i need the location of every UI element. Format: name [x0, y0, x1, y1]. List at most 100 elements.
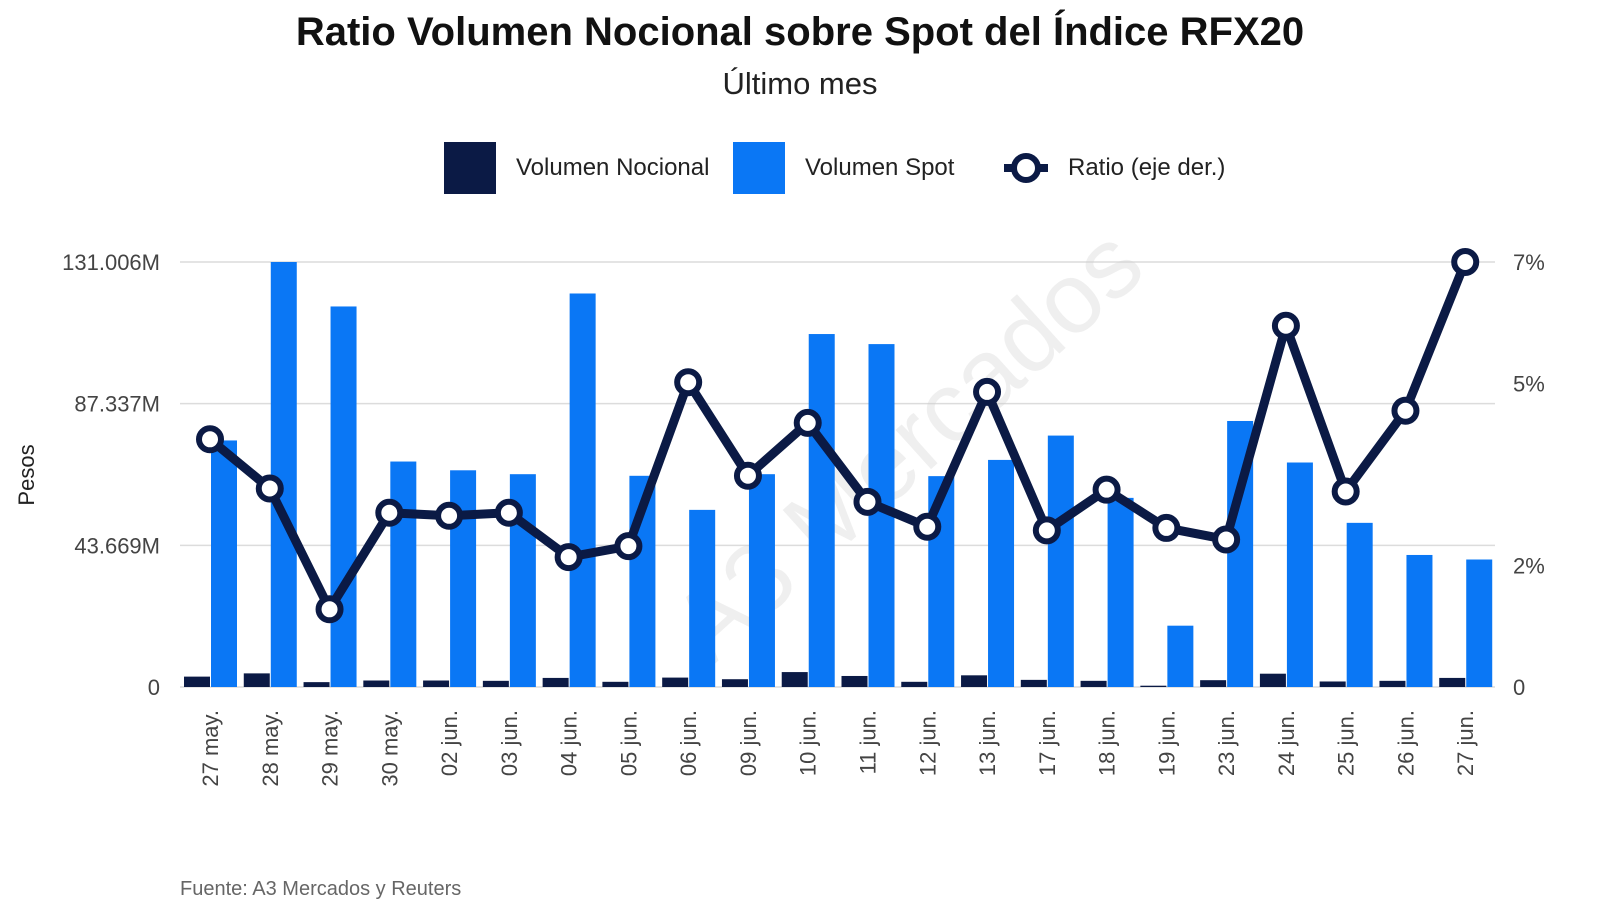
bar-volumen-nocional	[662, 677, 689, 687]
ratio-point	[494, 498, 523, 527]
bar-volumen-nocional	[1080, 680, 1107, 687]
x-tick-label: 23 jun.	[1214, 710, 1239, 776]
ratio-point	[1331, 477, 1360, 506]
bar-volumen-spot	[1466, 559, 1493, 687]
chart-subtitle: Último mes	[722, 66, 878, 101]
ratio-line	[196, 248, 1480, 624]
x-tick-label: 09 jun.	[736, 710, 761, 776]
ratio-point	[1032, 516, 1061, 545]
bar-volumen-nocional	[1200, 680, 1227, 687]
ratio-point	[1212, 525, 1241, 554]
bar-volumen-nocional	[781, 672, 808, 687]
bar-volumen-nocional	[1020, 679, 1047, 687]
x-tick-label: 11 jun.	[856, 710, 881, 774]
bar-volumen-spot	[689, 509, 716, 687]
ratio-point	[435, 501, 464, 530]
legend-item-ratio: Ratio (eje der.)	[1004, 142, 1225, 194]
x-tick-label: 10 jun.	[796, 710, 821, 776]
bar-volumen-spot	[1167, 625, 1194, 687]
bar-volumen-spot	[808, 334, 835, 687]
axes: 0 43.669M 87.337M 131.006M 0 2% 5% 7% 27 may. 28 …	[62, 250, 1545, 787]
chart-title: Ratio Volumen Nocional sobre Spot del Ín…	[295, 10, 1305, 54]
ratio-point	[1391, 396, 1420, 425]
bar-volumen-nocional	[243, 673, 270, 687]
bar-volumen-spot	[988, 459, 1015, 687]
legend-item-volumen-spot: Volumen Spot	[733, 142, 954, 194]
x-tick-label: 24 jun.	[1274, 710, 1299, 776]
y-left-tick-label: 0	[148, 675, 160, 700]
y-right-tick-label: 2%	[1513, 554, 1545, 579]
y-right-tick-label: 5%	[1513, 371, 1545, 396]
ratio-point	[196, 425, 224, 454]
y-right-tick-label: 0	[1513, 675, 1525, 700]
ratio-point	[375, 498, 404, 527]
x-tick-label: 30 may.	[377, 710, 402, 787]
y-left-tick-label: 43.669M	[74, 533, 160, 558]
bar-volumen-nocional	[961, 675, 988, 687]
bar-volumen-nocional	[721, 679, 748, 687]
x-tick-label: 26 jun.	[1393, 710, 1418, 776]
bar-volumen-nocional	[184, 676, 210, 687]
bar-volumen-spot	[1406, 554, 1433, 687]
bar-volumen-spot	[1346, 522, 1373, 687]
ratio-point	[1451, 248, 1480, 276]
x-tick-label: 29 may.	[318, 710, 343, 787]
ratio-point	[674, 368, 703, 397]
y-right-tick-label: 7%	[1513, 250, 1545, 275]
chart-source: Fuente: A3 Mercados y Reuters	[180, 878, 462, 900]
legend-swatch-spot	[733, 142, 785, 194]
ratio-point	[973, 377, 1002, 406]
bar-volumen-nocional	[363, 680, 390, 687]
bar-volumen-spot	[211, 440, 237, 687]
x-tick-label: 19 jun.	[1154, 710, 1179, 776]
legend-swatch-ratio	[1004, 153, 1048, 183]
x-tick-label: 04 jun.	[557, 710, 582, 776]
bar-volumen-nocional	[1140, 685, 1167, 687]
bar-volumen-nocional	[542, 677, 569, 687]
legend-item-volumen-nocional: Volumen Nocional	[444, 142, 709, 194]
bar-volumen-nocional	[1319, 681, 1346, 687]
ratio-point	[793, 408, 822, 437]
ratio-point	[853, 487, 882, 516]
bar-volumen-nocional	[423, 680, 450, 687]
bar-volumen-nocional	[1439, 677, 1466, 687]
bar-volumen-spot	[270, 262, 297, 687]
bar-volumen-nocional	[482, 680, 509, 687]
x-tick-label: 27 jun.	[1453, 710, 1478, 776]
bar-volumen-nocional	[303, 682, 330, 687]
x-tick-label: 05 jun.	[616, 710, 641, 776]
x-tick-label: 03 jun.	[497, 710, 522, 776]
x-tick-label: 17 jun.	[1035, 710, 1060, 776]
bar-volumen-nocional	[602, 681, 629, 687]
x-tick-label: 25 jun.	[1334, 710, 1359, 776]
ratio-polyline	[205, 257, 1470, 614]
bar-volumen-spot	[390, 461, 417, 687]
chart-legend: Volumen Nocional Volumen Spot Ratio (eje…	[0, 142, 1600, 194]
ratio-point	[315, 595, 344, 624]
y-left-tick-label: 87.337M	[74, 392, 160, 417]
ratio-point	[1092, 475, 1121, 504]
bar-volumen-spot	[1107, 497, 1134, 687]
legend-label-spot: Volumen Spot	[805, 154, 955, 181]
x-tick-label: 12 jun.	[915, 710, 940, 776]
x-tick-label: 27 may.	[198, 710, 223, 787]
x-tick-label: 28 may.	[258, 710, 283, 787]
y-left-tick-label: 131.006M	[62, 250, 160, 275]
legend-label-ratio: Ratio (eje der.)	[1068, 154, 1226, 181]
ratio-point	[733, 461, 762, 490]
bar-volumen-spot	[1286, 462, 1313, 687]
x-tick-label: 06 jun.	[676, 710, 701, 776]
legend-label-nocional: Volumen Nocional	[516, 154, 710, 181]
x-tick-label: 18 jun.	[1095, 710, 1120, 776]
chart-plot: A3 Mercados 043.669M87.337M131.006M02%5%…	[14, 206, 1545, 787]
bar-volumen-nocional	[1379, 680, 1406, 687]
ratio-point	[554, 543, 583, 572]
ratio-point	[1152, 513, 1181, 542]
ratio-point	[913, 512, 942, 541]
bar-volumen-spot	[1047, 435, 1074, 687]
bar-volumen-nocional	[841, 675, 868, 687]
bar-volumen-nocional	[1259, 673, 1286, 687]
x-tick-label: 02 jun.	[437, 710, 462, 776]
y-axis-title: Pesos	[14, 444, 39, 505]
ratio-point	[614, 532, 643, 561]
